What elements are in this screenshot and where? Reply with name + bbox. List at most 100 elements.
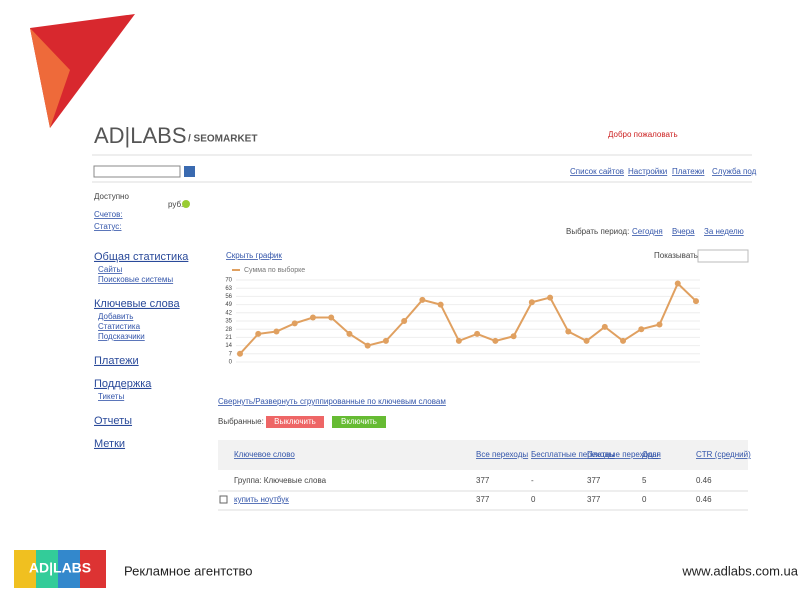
table-cell: 377 <box>476 476 490 485</box>
show-by-select[interactable] <box>697 249 749 263</box>
product: / SEOMARKET <box>188 134 257 145</box>
y-tick-label: 42 <box>225 310 232 316</box>
table-cell: Группа: Ключевые слова <box>234 476 327 485</box>
sidebar-section[interactable]: Общая статистика <box>94 251 189 263</box>
table-cell: 377 <box>476 495 490 504</box>
nav-link[interactable]: Настройки <box>628 167 667 176</box>
point <box>547 294 554 301</box>
logo-block <box>58 550 80 588</box>
period-option[interactable]: Сегодня <box>632 227 663 236</box>
table-cell: 0.46 <box>696 476 712 485</box>
sidebar-section[interactable]: Платежи <box>94 355 139 367</box>
sidebar-item[interactable]: Статистика <box>98 322 141 331</box>
point <box>437 301 444 308</box>
show-by: Показывать по: <box>654 251 711 260</box>
point <box>273 328 280 335</box>
sidebar-item[interactable]: Сайты <box>98 265 122 274</box>
sidebar-item[interactable]: Тикеты <box>98 392 124 401</box>
logo: AD|LABS <box>94 123 187 148</box>
point <box>693 298 699 305</box>
point <box>638 326 645 333</box>
point <box>674 280 681 287</box>
table-cell[interactable]: купить ноутбук <box>234 495 289 504</box>
checkbox[interactable] <box>219 495 228 504</box>
point <box>620 337 627 344</box>
sidebar-section[interactable]: Отчеты <box>94 415 132 427</box>
point <box>419 296 426 303</box>
y-tick-label: 56 <box>225 294 232 300</box>
sidebar-item[interactable]: Добавить <box>98 312 133 321</box>
point <box>328 314 335 321</box>
sidebar-section[interactable]: Метки <box>94 438 125 450</box>
accounts[interactable]: Счетов: <box>94 210 123 219</box>
point <box>492 337 499 344</box>
table-cell: 377 <box>587 495 601 504</box>
nav-link[interactable]: Служба под <box>712 167 757 176</box>
y-tick-label: 70 <box>225 278 232 284</box>
logo-block <box>14 550 36 588</box>
on-label: Включить <box>341 417 377 426</box>
sidebar-item[interactable]: Подсказчики <box>98 332 145 341</box>
bulk-link[interactable]: Свернуть/Развернуть сгруппированные по к… <box>218 397 446 406</box>
point <box>346 330 353 337</box>
nav-link[interactable]: Список сайтов <box>570 167 624 176</box>
welcome: Добро пожаловать <box>608 130 678 139</box>
point <box>364 342 371 349</box>
footer-logo-text: AD|LABS <box>29 560 91 576</box>
table-header-cell[interactable]: Доля <box>642 450 661 459</box>
legend-label: Сумма по выборке <box>244 266 305 274</box>
agency: Рекламное агентство <box>124 563 253 578</box>
site-select[interactable] <box>93 165 181 178</box>
point <box>455 337 462 344</box>
url[interactable]: www.adlabs.com.ua <box>681 563 798 578</box>
logo-block <box>36 550 58 588</box>
logo-block <box>80 550 106 588</box>
period-option[interactable]: За неделю <box>704 227 744 236</box>
table-header <box>218 440 748 470</box>
period-label: Выбрать период: <box>566 227 629 236</box>
point <box>474 330 481 337</box>
table-header-cell[interactable]: Ключевое слово <box>234 450 295 459</box>
y-tick-label: 21 <box>225 335 232 341</box>
point <box>382 337 389 344</box>
on-button[interactable] <box>332 416 386 428</box>
icon <box>182 200 190 208</box>
table-cell: 5 <box>642 476 647 485</box>
sidebar-item[interactable]: Поисковые системы <box>98 275 173 284</box>
y-tick-label: 7 <box>229 351 233 357</box>
table-cell: 0 <box>531 495 536 504</box>
point <box>565 328 572 335</box>
selected: Выбранные: <box>218 417 264 426</box>
table-header-cell[interactable]: Все переходы <box>476 450 528 459</box>
point <box>601 323 608 330</box>
y-tick-label: 35 <box>225 319 232 325</box>
table-header-cell[interactable]: CTR (средний) <box>696 450 751 459</box>
y-tick-label: 49 <box>225 302 232 308</box>
table-cell: - <box>531 476 534 485</box>
line <box>239 281 697 355</box>
status[interactable]: Статус: <box>94 222 122 231</box>
off-button[interactable] <box>266 416 324 428</box>
chart-toggle[interactable]: Скрыть график <box>226 251 282 260</box>
point <box>309 314 316 321</box>
point <box>528 299 535 306</box>
period-option[interactable]: Вчера <box>672 227 695 236</box>
sidebar-section[interactable]: Поддержка <box>94 378 152 390</box>
go-button[interactable] <box>184 166 195 177</box>
point <box>255 330 262 337</box>
y-tick-label: 0 <box>229 360 233 366</box>
available: Доступно <box>94 192 129 201</box>
off-label: Выключить <box>274 417 316 426</box>
point <box>291 320 298 327</box>
point <box>656 321 663 328</box>
chart-area <box>205 245 750 370</box>
nav-link[interactable]: Платежи <box>672 167 704 176</box>
table-header-cell[interactable]: Бесплатные переходы <box>531 450 615 459</box>
table-header-cell[interactable]: Платные переходы <box>587 450 659 459</box>
sidebar-section[interactable]: Ключевые слова <box>94 298 180 310</box>
deco-triangle <box>30 28 70 128</box>
y-tick-label: 63 <box>225 286 232 292</box>
y-tick-label: 28 <box>225 327 232 333</box>
table-cell: 0 <box>642 495 647 504</box>
